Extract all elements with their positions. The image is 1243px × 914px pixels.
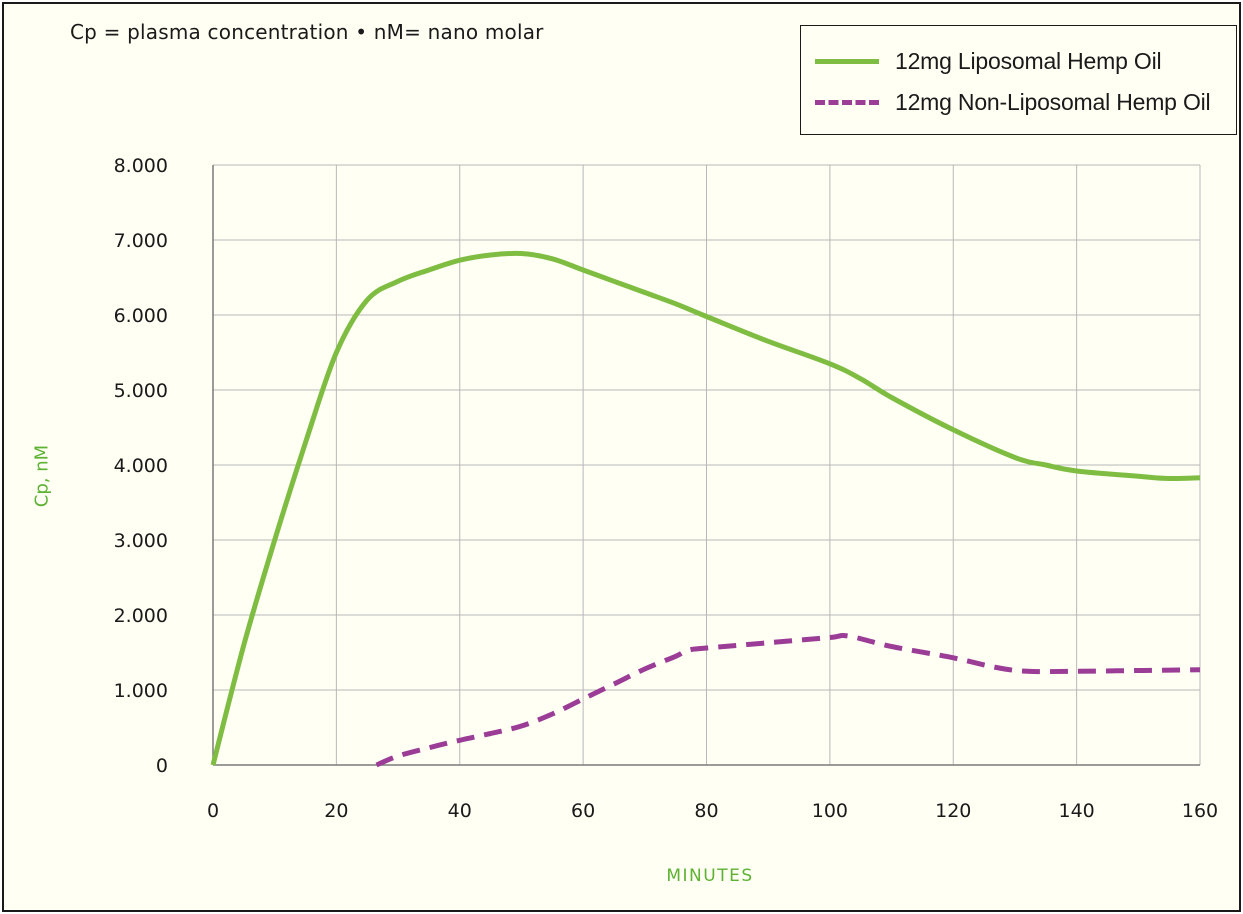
- legend-item-liposomal: 12mg Liposomal Hemp Oil: [815, 41, 1162, 81]
- legend-item-non-liposomal: 12mg Non-Liposomal Hemp Oil: [815, 82, 1211, 122]
- legend-swatch-dashed-line: [815, 99, 879, 105]
- y-tick-label: 8.000: [114, 155, 168, 177]
- x-tick-label: 140: [1058, 800, 1094, 822]
- legend-label-non-liposomal: 12mg Non-Liposomal Hemp Oil: [895, 88, 1211, 115]
- series-line-liposomal: [210, 250, 1201, 766]
- y-tick-label: 2.000: [114, 605, 168, 627]
- x-tick-label: 40: [448, 800, 472, 822]
- x-tick-label: 80: [694, 800, 718, 822]
- x-tick-label: 160: [1182, 800, 1218, 822]
- x-axis-label: MINUTES: [666, 866, 754, 886]
- y-tick-label: 7.000: [114, 230, 168, 252]
- y-tick-label: 4.000: [114, 455, 168, 477]
- grid-lines: [213, 164, 1201, 765]
- legend-label-liposomal: 12mg Liposomal Hemp Oil: [895, 47, 1162, 74]
- y-tick-label: 0: [156, 755, 168, 777]
- x-tick-label: 60: [571, 800, 595, 822]
- x-tick-label: 20: [324, 800, 348, 822]
- y-tick-label: 6.000: [114, 305, 168, 327]
- x-tick-label: 0: [207, 800, 219, 822]
- x-tick-label: 120: [935, 800, 971, 822]
- x-tick-labels: 0 20 40 60 80 100 120 140 160: [207, 800, 1218, 822]
- y-tick-labels: 0 1.000 2.000 3.000 4.000 5.000 6.000 7.000 8.00…: [114, 155, 168, 777]
- series-line-non-liposomal: [375, 632, 1201, 768]
- units-note: Cp = plasma concentration • nM= nano mol…: [70, 20, 544, 44]
- y-tick-label: 3.000: [114, 530, 168, 552]
- legend-swatch-solid-line: [815, 58, 879, 64]
- series-lines: [210, 250, 1201, 768]
- y-tick-label: 1.000: [114, 680, 168, 702]
- x-tick-label: 100: [812, 800, 848, 822]
- legend: 12mg Liposomal Hemp Oil 12mg Non-Liposom…: [800, 25, 1237, 135]
- y-tick-label: 5.000: [114, 380, 168, 402]
